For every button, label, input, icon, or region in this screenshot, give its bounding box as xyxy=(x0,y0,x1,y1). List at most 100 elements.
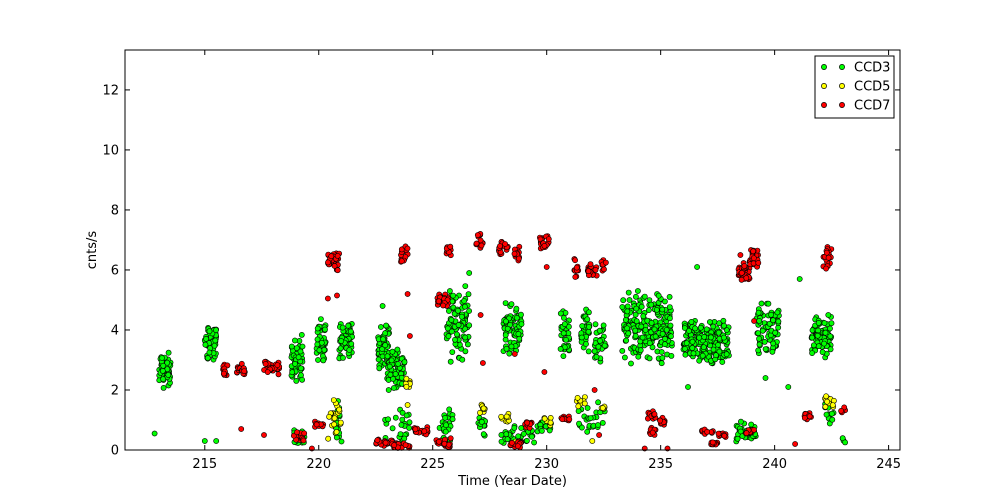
data-point-ccd3 xyxy=(648,319,655,326)
data-point-ccd3 xyxy=(842,439,848,446)
data-point-ccd5 xyxy=(599,405,606,411)
data-point-ccd7 xyxy=(751,255,757,261)
data-point-ccd3 xyxy=(819,349,826,355)
data-point-ccd3 xyxy=(667,322,674,329)
data-point-ccd3 xyxy=(688,318,695,325)
data-point-ccd3 xyxy=(394,346,401,353)
data-point-ccd3 xyxy=(646,355,653,362)
y-tick-label: 0 xyxy=(111,444,119,459)
data-point-ccd3 xyxy=(681,325,688,331)
data-point-ccd7 xyxy=(825,254,832,261)
data-point-ccd3 xyxy=(390,375,396,382)
data-point-ccd3 xyxy=(459,356,466,363)
legend-marker-ccd5 xyxy=(839,83,845,89)
data-point-ccd3 xyxy=(586,323,592,330)
data-point-ccd3 xyxy=(586,309,592,316)
data-point-ccd7 xyxy=(220,370,227,377)
data-point-ccd3 xyxy=(444,325,451,332)
data-point-ccd3 xyxy=(713,352,719,359)
data-point-ccd3 xyxy=(506,350,513,357)
data-point-ccd7 xyxy=(412,426,419,433)
data-point-ccd7 xyxy=(334,267,341,274)
data-point-ccd3 xyxy=(446,288,453,294)
data-point-ccd3 xyxy=(708,334,714,341)
data-point-ccd7 xyxy=(391,442,397,448)
data-point-ccd3 xyxy=(659,354,666,361)
data-point-ccd7 xyxy=(743,430,750,436)
data-point-ccd3 xyxy=(635,288,641,294)
data-point-ccd3 xyxy=(299,376,305,383)
data-point-ccd7 xyxy=(241,368,248,374)
data-point-ccd3 xyxy=(376,365,383,372)
data-point-ccd3 xyxy=(461,298,467,304)
data-point-ccd3 xyxy=(289,369,296,376)
data-point-ccd5 xyxy=(403,375,410,382)
data-point-ccd3 xyxy=(298,365,304,372)
data-point-ccd3 xyxy=(515,331,522,337)
data-point-ccd3 xyxy=(622,316,629,323)
data-point-ccd7 xyxy=(331,263,338,269)
data-point-ccd3 xyxy=(502,318,509,325)
data-point-ccd3 xyxy=(406,419,413,426)
data-point-ccd3 xyxy=(299,343,306,350)
data-point-ccd3 xyxy=(748,421,755,428)
data-point-ccd5 xyxy=(575,403,582,410)
data-point-ccd3 xyxy=(452,336,458,343)
data-point-ccd3 xyxy=(758,300,765,307)
data-point-ccd3 xyxy=(531,439,537,446)
data-point-ccd3 xyxy=(596,327,603,334)
data-point-ccd7 xyxy=(751,318,757,324)
data-point-ccd3 xyxy=(633,318,640,325)
data-point-ccd3 xyxy=(827,325,833,332)
data-point-ccd7 xyxy=(382,439,389,446)
data-point-ccd3 xyxy=(719,359,726,365)
data-point-ccd3 xyxy=(809,350,815,356)
data-point-ccd3 xyxy=(622,354,628,361)
data-point-ccd3 xyxy=(338,438,345,445)
data-point-ccd3 xyxy=(515,433,522,440)
data-point-ccd3 xyxy=(796,276,803,282)
data-point-ccd3 xyxy=(399,409,406,416)
data-point-ccd7 xyxy=(738,269,745,276)
data-point-ccd3 xyxy=(478,418,485,425)
legend-marker-ccd7 xyxy=(839,102,845,108)
data-point-ccd7 xyxy=(516,255,522,262)
data-point-ccd3 xyxy=(314,325,321,332)
data-point-ccd7 xyxy=(704,428,710,435)
data-point-ccd3 xyxy=(770,340,777,347)
data-point-ccd3 xyxy=(395,360,401,367)
data-point-ccd3 xyxy=(775,318,782,325)
data-point-ccd3 xyxy=(384,353,391,360)
data-point-ccd3 xyxy=(508,301,515,308)
data-point-ccd3 xyxy=(539,427,545,434)
data-point-ccd3 xyxy=(516,335,523,342)
data-point-ccd3 xyxy=(557,310,564,317)
data-point-ccd3 xyxy=(690,350,697,357)
data-point-ccd3 xyxy=(755,347,762,354)
data-point-ccd3 xyxy=(398,421,405,428)
data-point-ccd3 xyxy=(597,337,603,344)
data-point-ccd7 xyxy=(473,240,480,247)
data-point-ccd7 xyxy=(324,295,331,302)
data-point-ccd3 xyxy=(518,311,524,318)
data-point-ccd3 xyxy=(755,309,762,316)
data-point-ccd5 xyxy=(403,383,410,390)
data-point-ccd3 xyxy=(658,360,665,367)
data-point-ccd3 xyxy=(333,434,340,441)
data-point-ccd3 xyxy=(756,335,762,342)
data-point-ccd7 xyxy=(543,264,550,270)
data-point-ccd7 xyxy=(838,407,844,414)
data-point-ccd3 xyxy=(774,309,781,316)
data-point-ccd3 xyxy=(295,354,302,361)
data-point-ccd3 xyxy=(766,320,773,327)
data-point-ccd3 xyxy=(382,342,389,349)
data-point-ccd5 xyxy=(822,403,829,410)
data-point-ccd7 xyxy=(737,252,744,258)
data-point-ccd3 xyxy=(159,355,165,361)
data-point-ccd3 xyxy=(466,270,473,276)
data-point-ccd3 xyxy=(822,329,829,336)
data-point-ccd7 xyxy=(328,253,335,260)
data-point-ccd3 xyxy=(632,333,639,339)
data-point-ccd3 xyxy=(655,292,662,299)
data-point-ccd3 xyxy=(637,347,644,354)
